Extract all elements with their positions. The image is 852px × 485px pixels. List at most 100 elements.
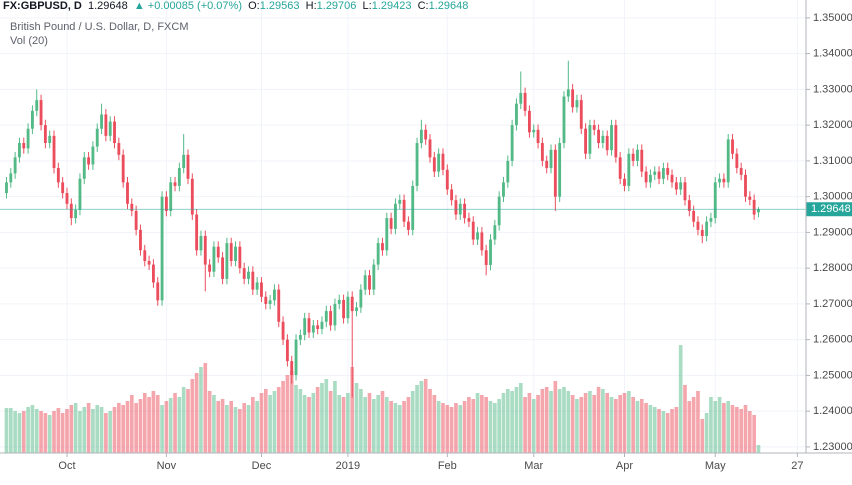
y-tick-label: 1.29000 bbox=[813, 226, 852, 238]
volume-bar bbox=[389, 401, 393, 453]
volume-bar bbox=[397, 405, 402, 453]
volume-bar bbox=[337, 395, 342, 453]
volume-bar bbox=[194, 373, 199, 453]
candle-body bbox=[95, 128, 99, 147]
candle-body bbox=[480, 232, 484, 251]
candle-body bbox=[631, 153, 635, 161]
candle-body bbox=[195, 214, 199, 251]
volume-bar bbox=[380, 391, 385, 453]
volume-bar bbox=[242, 403, 247, 453]
candle-body bbox=[411, 185, 415, 230]
candle-body bbox=[744, 174, 747, 197]
candle-body bbox=[290, 361, 294, 376]
volume-bar bbox=[575, 399, 579, 453]
volume-bar bbox=[78, 411, 82, 453]
volume-bar bbox=[691, 397, 696, 453]
volume-bar bbox=[596, 387, 601, 453]
candle-body bbox=[648, 174, 652, 183]
candle-body bbox=[553, 149, 557, 197]
candle-body bbox=[476, 232, 479, 240]
candle-body bbox=[549, 149, 553, 169]
candle-body bbox=[424, 129, 428, 140]
volume-bar bbox=[26, 407, 30, 453]
ohlc-label: H: bbox=[305, 0, 317, 12]
candle-body bbox=[65, 193, 69, 204]
candle-body bbox=[316, 325, 320, 329]
volume-bar bbox=[311, 393, 316, 453]
y-tick-label: 1.30000 bbox=[813, 191, 852, 203]
candle-body bbox=[126, 182, 129, 204]
volume-bar bbox=[488, 401, 493, 453]
volume-bar bbox=[726, 401, 731, 453]
volume-bar bbox=[497, 399, 501, 453]
candle-body bbox=[368, 275, 371, 290]
volume-bar bbox=[384, 397, 389, 453]
candle-body bbox=[432, 157, 436, 172]
volume-bar bbox=[341, 397, 346, 453]
volume-bar bbox=[190, 379, 195, 453]
candle-body bbox=[454, 200, 458, 215]
candle-body bbox=[260, 282, 263, 297]
volume-bar bbox=[285, 375, 290, 453]
volume-bar bbox=[449, 407, 454, 453]
last-price: 1.29648 bbox=[87, 0, 128, 12]
x-tick-label: 27 bbox=[791, 460, 803, 472]
volume-bar bbox=[350, 367, 355, 453]
candle-body bbox=[623, 178, 626, 186]
candle-body bbox=[151, 264, 155, 283]
volume-bar bbox=[549, 391, 553, 453]
volume-bar bbox=[700, 419, 705, 453]
candle-body bbox=[523, 92, 527, 111]
candle-body bbox=[692, 210, 696, 222]
candle-body bbox=[173, 182, 177, 186]
volume-bar bbox=[30, 405, 35, 453]
volume-bar bbox=[747, 411, 752, 453]
candle-body bbox=[731, 139, 734, 154]
candle-body bbox=[134, 210, 138, 230]
volume-bar bbox=[263, 389, 268, 453]
candle-body bbox=[674, 182, 678, 190]
volume-bar bbox=[531, 399, 536, 453]
candle-body bbox=[493, 225, 497, 240]
volume-bar bbox=[696, 391, 700, 453]
volume-bar bbox=[320, 383, 324, 453]
candle-body bbox=[238, 246, 242, 269]
volume-bar bbox=[557, 389, 562, 453]
candle-body bbox=[605, 135, 609, 151]
volume-bar bbox=[501, 393, 506, 453]
candle-body bbox=[471, 221, 475, 240]
candle-body bbox=[30, 110, 34, 129]
volume-bar bbox=[281, 381, 285, 453]
volume-bar bbox=[393, 403, 398, 453]
candle-body bbox=[18, 143, 21, 158]
candle-body bbox=[22, 143, 26, 149]
candle-body bbox=[527, 110, 531, 133]
volume-bar bbox=[752, 415, 756, 453]
candle-body bbox=[281, 321, 285, 340]
volume-bar bbox=[540, 389, 545, 453]
volume-bar bbox=[441, 403, 445, 453]
volume-bar bbox=[233, 407, 238, 453]
volume-bar bbox=[665, 413, 670, 453]
volume-label: Vol (20) bbox=[10, 35, 48, 47]
volume-bar bbox=[246, 405, 251, 453]
volume-bar bbox=[436, 401, 441, 453]
volume-bar bbox=[480, 395, 484, 453]
volume-bar bbox=[644, 403, 648, 453]
volume-bar bbox=[302, 395, 307, 453]
volume-bar bbox=[406, 397, 411, 453]
volume-bar bbox=[155, 395, 160, 453]
candle-body bbox=[52, 135, 56, 169]
low-value: 1.29423 bbox=[371, 0, 412, 12]
candle-body bbox=[212, 246, 216, 272]
candle-body bbox=[592, 125, 596, 130]
candle-body bbox=[394, 203, 397, 229]
volume-bar bbox=[268, 395, 272, 453]
candle-body bbox=[705, 221, 709, 236]
volume-bar bbox=[510, 391, 514, 453]
candle-body bbox=[342, 299, 346, 319]
header: FX:GBPUSD, D 1.29648 ▲ +0.00085 (+0.07%)… bbox=[3, 0, 468, 13]
y-tick-label: 1.26000 bbox=[813, 334, 852, 346]
volume-bar bbox=[661, 411, 666, 453]
